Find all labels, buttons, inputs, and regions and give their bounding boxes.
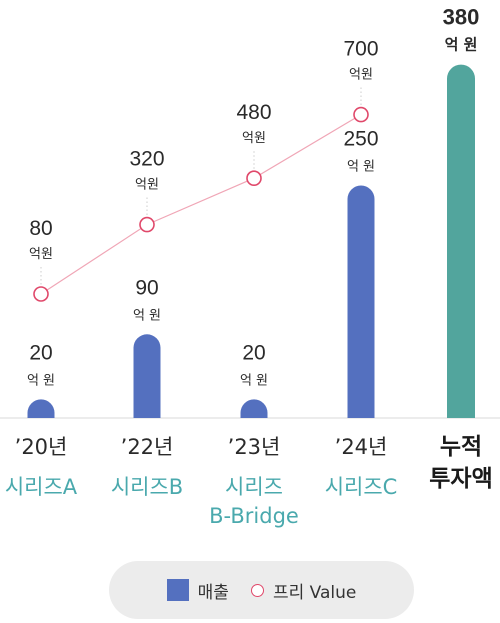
pre-value-marker bbox=[139, 216, 155, 233]
x-axis-total-label: 누적 bbox=[440, 434, 482, 460]
circle-marker-icon bbox=[250, 583, 264, 597]
x-axis-year-label: ’24년 bbox=[335, 435, 388, 459]
pre-value-unit-label: 억원 bbox=[29, 247, 53, 262]
legend: 매출 프리 Value bbox=[109, 561, 414, 619]
bar-swatch-icon bbox=[166, 579, 189, 601]
pre-value-marker bbox=[353, 106, 369, 123]
pre-value-data-label: 480 bbox=[236, 101, 271, 124]
pre-value-data-label: 320 bbox=[129, 148, 164, 171]
connectors bbox=[40, 87, 362, 286]
pre-value-line bbox=[33, 106, 369, 302]
revenue-unit-label: 억 원 bbox=[27, 373, 55, 388]
pre-value-data-label: 80 bbox=[29, 217, 52, 240]
revenue-bar bbox=[347, 185, 375, 418]
pre-value-marker bbox=[246, 170, 262, 186]
legend-label-pre-value: 프리 Value bbox=[272, 582, 357, 603]
revenue-bar bbox=[133, 334, 161, 418]
x-axis-series-label: 시리즈B bbox=[111, 475, 183, 499]
x-axis-year-label: ’20년 bbox=[15, 435, 68, 459]
total-unit-label: 억 원 bbox=[445, 36, 478, 54]
revenue-bar bbox=[240, 399, 268, 418]
revenue-unit-label: 억 원 bbox=[347, 160, 375, 175]
x-axis-series-label: 시리즈 bbox=[225, 475, 283, 499]
x-axis-series-label: 시리즈A bbox=[5, 475, 78, 499]
x-axis-year-label: ’23년 bbox=[228, 435, 281, 459]
pre-value-unit-label: 억원 bbox=[349, 68, 373, 83]
legend-label-revenue: 매출 bbox=[197, 582, 229, 603]
revenue-unit-label: 억 원 bbox=[240, 373, 268, 388]
legend-item-pre-value: 프리 Value bbox=[250, 578, 357, 603]
x-axis-year-label: ’22년 bbox=[121, 435, 174, 459]
revenue-unit-label: 억 원 bbox=[133, 308, 161, 323]
x-axis-series-label: B-Bridge bbox=[209, 504, 299, 528]
revenue-bar bbox=[27, 399, 55, 418]
bars bbox=[27, 64, 475, 418]
pre-value-unit-label: 억원 bbox=[135, 178, 159, 193]
pre-value-line-path bbox=[40, 114, 362, 295]
total-data-label: 380 bbox=[443, 5, 480, 30]
revenue-data-label: 250 bbox=[343, 128, 378, 151]
pre-value-unit-label: 억원 bbox=[242, 131, 266, 146]
pre-value-data-label: 700 bbox=[343, 38, 378, 61]
labels: 80 억원 320 억원 480 억원 700 억원 20 억 원 90 억 원 20 억 원 250 억 원… bbox=[27, 5, 479, 389]
revenue-data-label: 90 bbox=[135, 276, 158, 299]
revenue-data-label: 20 bbox=[242, 341, 265, 364]
x-axis-total-label: 투자액 bbox=[429, 466, 492, 492]
total-investment-bar bbox=[447, 64, 475, 418]
pre-value-marker bbox=[33, 286, 49, 302]
revenue-data-label: 20 bbox=[29, 341, 52, 364]
x-axis-series-label: 시리즈C bbox=[325, 475, 398, 499]
legend-item-revenue: 매출 bbox=[166, 578, 229, 603]
